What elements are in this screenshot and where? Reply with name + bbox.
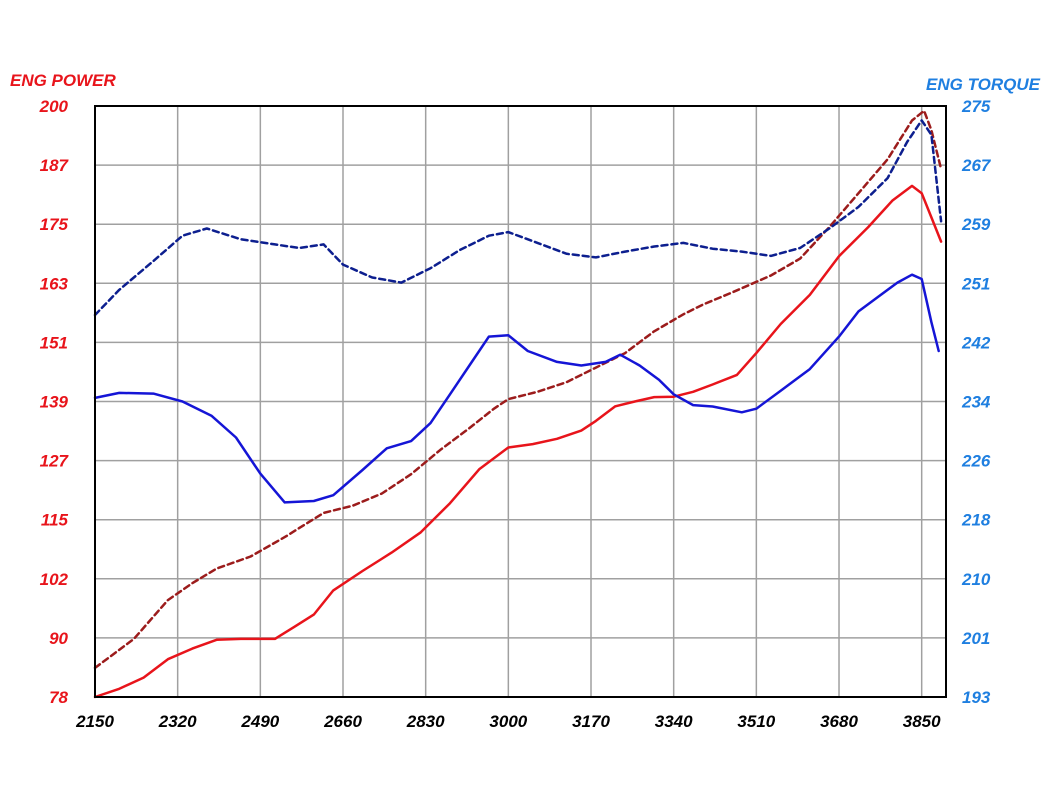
power-solid-line [93, 184, 943, 699]
left-tick-label: 127 [40, 452, 70, 471]
x-tick-labels: 2150 2320 2490 2660 2830 3000 3170 3340 3510 3680… [75, 712, 941, 731]
right-tick-label: 275 [961, 97, 991, 116]
x-tick-label: 2660 [323, 712, 362, 731]
right-tick-label: 218 [961, 511, 991, 530]
left-tick-label: 163 [40, 274, 69, 293]
right-tick-labels: 193 201 210 218 226 234 242 251 259 267 275 [961, 97, 992, 707]
left-tick-label: 187 [40, 156, 70, 175]
right-tick-label: 251 [961, 274, 990, 293]
right-tick-label: 267 [961, 156, 992, 175]
torque-dashed-line [93, 119, 943, 317]
left-tick-label: 151 [40, 333, 68, 352]
x-tick-label: 2320 [158, 712, 197, 731]
left-tick-label: 115 [41, 511, 69, 530]
right-tick-label: 226 [961, 452, 991, 471]
torque-solid-line [93, 273, 940, 504]
x-tick-label: 3340 [655, 712, 693, 731]
x-tick-label: 3510 [737, 712, 775, 731]
right-tick-label: 242 [961, 333, 991, 352]
left-tick-label: 200 [39, 97, 69, 116]
left-tick-label: 90 [49, 629, 68, 648]
left-tick-label: 175 [40, 215, 69, 234]
x-tick-label: 2150 [75, 712, 114, 731]
right-tick-label: 210 [961, 570, 991, 589]
power-dashed-line [93, 109, 943, 670]
left-tick-label: 78 [49, 688, 68, 707]
left-tick-labels: 78 90 102 115 127 139 151 163 175 187 200 [39, 97, 70, 707]
x-tick-label: 3170 [572, 712, 610, 731]
x-tick-label: 2830 [406, 712, 445, 731]
x-tick-label: 3000 [489, 712, 527, 731]
series-layer [93, 109, 943, 699]
right-axis-title: ENG TORQUE [926, 75, 1041, 94]
left-tick-label: 139 [40, 393, 69, 412]
plot-frame [94, 105, 947, 698]
x-tick-label: 3680 [820, 712, 858, 731]
x-tick-label: 3850 [903, 712, 941, 731]
grid-lines [95, 106, 946, 697]
x-tick-label: 2490 [240, 712, 279, 731]
left-axis-title: ENG POWER [10, 71, 117, 90]
right-tick-label: 201 [961, 629, 990, 648]
right-tick-label: 259 [961, 215, 991, 234]
right-tick-label: 234 [961, 393, 991, 412]
left-tick-label: 102 [40, 570, 69, 589]
right-tick-label: 193 [962, 688, 991, 707]
